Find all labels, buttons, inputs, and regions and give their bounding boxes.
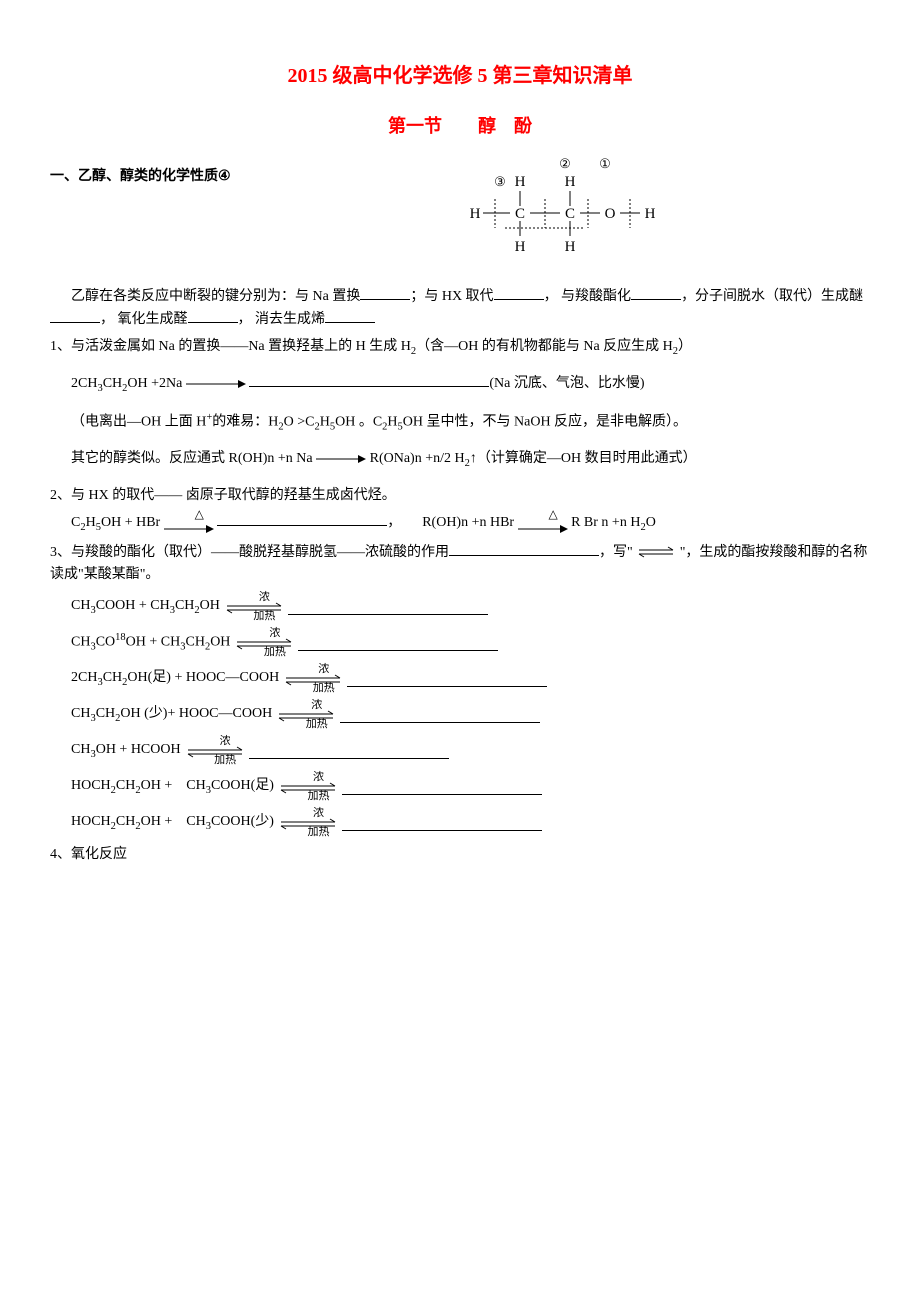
bond-break-paragraph: 乙醇在各类反应中断裂的键分别为：与 Na 置换；与 HX 取代， 与羧酸酯化，分… (50, 285, 870, 332)
ester-reaction-7: HOCH2CH2OH + CH3COOH(少) 浓 加热 (50, 808, 870, 838)
ester-reaction-6: HOCH2CH2OH + CH3COOH(足) 浓 加热 (50, 772, 870, 802)
svg-text:O: O (605, 206, 616, 222)
equilibrium-arrow-icon (636, 546, 676, 558)
reaction-1: 2CH3CH2OH +2Na (Na 沉底、气泡、比水慢) (50, 372, 870, 398)
structure-svg: ② ① ③ H H H C C O H H H (420, 156, 680, 266)
reaction-2: C2H5OH + HBr △ ， R(OH)n +n HBr △ R Br n … (50, 511, 870, 537)
arrow-icon (316, 453, 366, 465)
svg-text:C: C (565, 206, 575, 222)
label-2: ② (559, 156, 571, 171)
item-1: 1、与活泼金属如 Na 的置换——Na 置换羟基上的 H 生成 H2（含—OH … (50, 336, 870, 361)
equilibrium-arrow: 浓 加热 (276, 700, 336, 730)
ionization-note: （电离出—OH 上面 H+的难易：H2O >C2H5OH 。C2H5OH 呈中性… (50, 410, 870, 436)
equilibrium-arrow: 浓 加热 (278, 808, 338, 838)
svg-text:H: H (515, 174, 526, 190)
label-1: ① (599, 156, 611, 171)
section-subtitle: 第一节 醇 酚 (50, 112, 870, 141)
triangle-arrow: △ (518, 513, 568, 533)
equilibrium-arrow: 浓 加热 (185, 736, 245, 766)
item-3: 3、与羧酸的酯化（取代）——酸脱羟基醇脱氢——浓硫酸的作用，写" "，生成的酯按… (50, 541, 870, 587)
triangle-arrow: △ (164, 513, 214, 533)
item-4: 4、氧化反应 (50, 844, 870, 866)
ester-reaction-4: CH3CH2OH (少)+ HOOC—COOH 浓 加热 (50, 700, 870, 730)
ester-reaction-3: 2CH3CH2OH(足) + HOOC—COOH 浓 加热 (50, 664, 870, 694)
arrow-icon (186, 378, 246, 390)
svg-text:C: C (515, 206, 525, 222)
svg-text:H: H (645, 206, 656, 222)
equilibrium-arrow: 浓 加热 (234, 628, 294, 658)
svg-text:H: H (565, 174, 576, 190)
ester-reaction-1: CH3COOH + CH3CH2OH 浓 加热 (50, 592, 870, 622)
svg-text:H: H (565, 239, 576, 255)
svg-text:H: H (515, 239, 526, 255)
item-2: 2、与 HX 的取代—— 卤原子取代醇的羟基生成卤代烃。 (50, 485, 870, 507)
ester-reaction-5: CH3OH + HCOOH 浓 加热 (50, 736, 870, 766)
general-reaction-note: 其它的醇类似。反应通式 R(OH)n +n Na R(ONa)n +n/2 H2… (50, 448, 870, 473)
svg-text:H: H (470, 206, 481, 222)
ester-reaction-2: CH3CO18OH + CH3CH2OH 浓 加热 (50, 628, 870, 658)
section-1-heading: 一、乙醇、醇类的化学性质④ (50, 166, 231, 188)
equilibrium-arrow: 浓 加热 (278, 772, 338, 802)
equilibrium-arrow: 浓 加热 (224, 592, 284, 622)
ethanol-structure-diagram: ② ① ③ H H H C C O H H H (231, 156, 870, 266)
equilibrium-arrow: 浓 加热 (283, 664, 343, 694)
label-3: ③ (494, 174, 506, 189)
page-title: 2015 级高中化学选修 5 第三章知识清单 (50, 60, 870, 92)
label-4: ④ (218, 166, 231, 188)
